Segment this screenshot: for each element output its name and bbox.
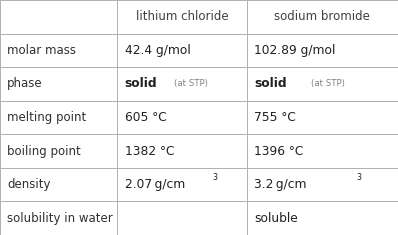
Text: 3: 3	[357, 173, 362, 182]
Text: phase: phase	[7, 77, 43, 90]
Text: 3.2 g/cm: 3.2 g/cm	[254, 178, 306, 191]
Text: 2.07 g/cm: 2.07 g/cm	[125, 178, 185, 191]
Text: 755 °C: 755 °C	[254, 111, 296, 124]
Text: solid: solid	[254, 77, 287, 90]
Text: (at STP): (at STP)	[311, 79, 345, 88]
Text: molar mass: molar mass	[7, 44, 76, 57]
Text: (at STP): (at STP)	[174, 79, 208, 88]
Text: solubility in water: solubility in water	[7, 212, 113, 225]
Text: 1382 °C: 1382 °C	[125, 145, 174, 158]
Text: 102.89 g/mol: 102.89 g/mol	[254, 44, 335, 57]
Text: density: density	[7, 178, 51, 191]
Text: melting point: melting point	[7, 111, 86, 124]
Text: boiling point: boiling point	[7, 145, 81, 158]
Text: sodium bromide: sodium bromide	[275, 10, 370, 23]
Text: soluble: soluble	[254, 212, 298, 225]
Text: lithium chloride: lithium chloride	[136, 10, 228, 23]
Text: 605 °C: 605 °C	[125, 111, 166, 124]
Text: solid: solid	[125, 77, 157, 90]
Text: 1396 °C: 1396 °C	[254, 145, 303, 158]
Text: 3: 3	[213, 173, 218, 182]
Text: 42.4 g/mol: 42.4 g/mol	[125, 44, 190, 57]
